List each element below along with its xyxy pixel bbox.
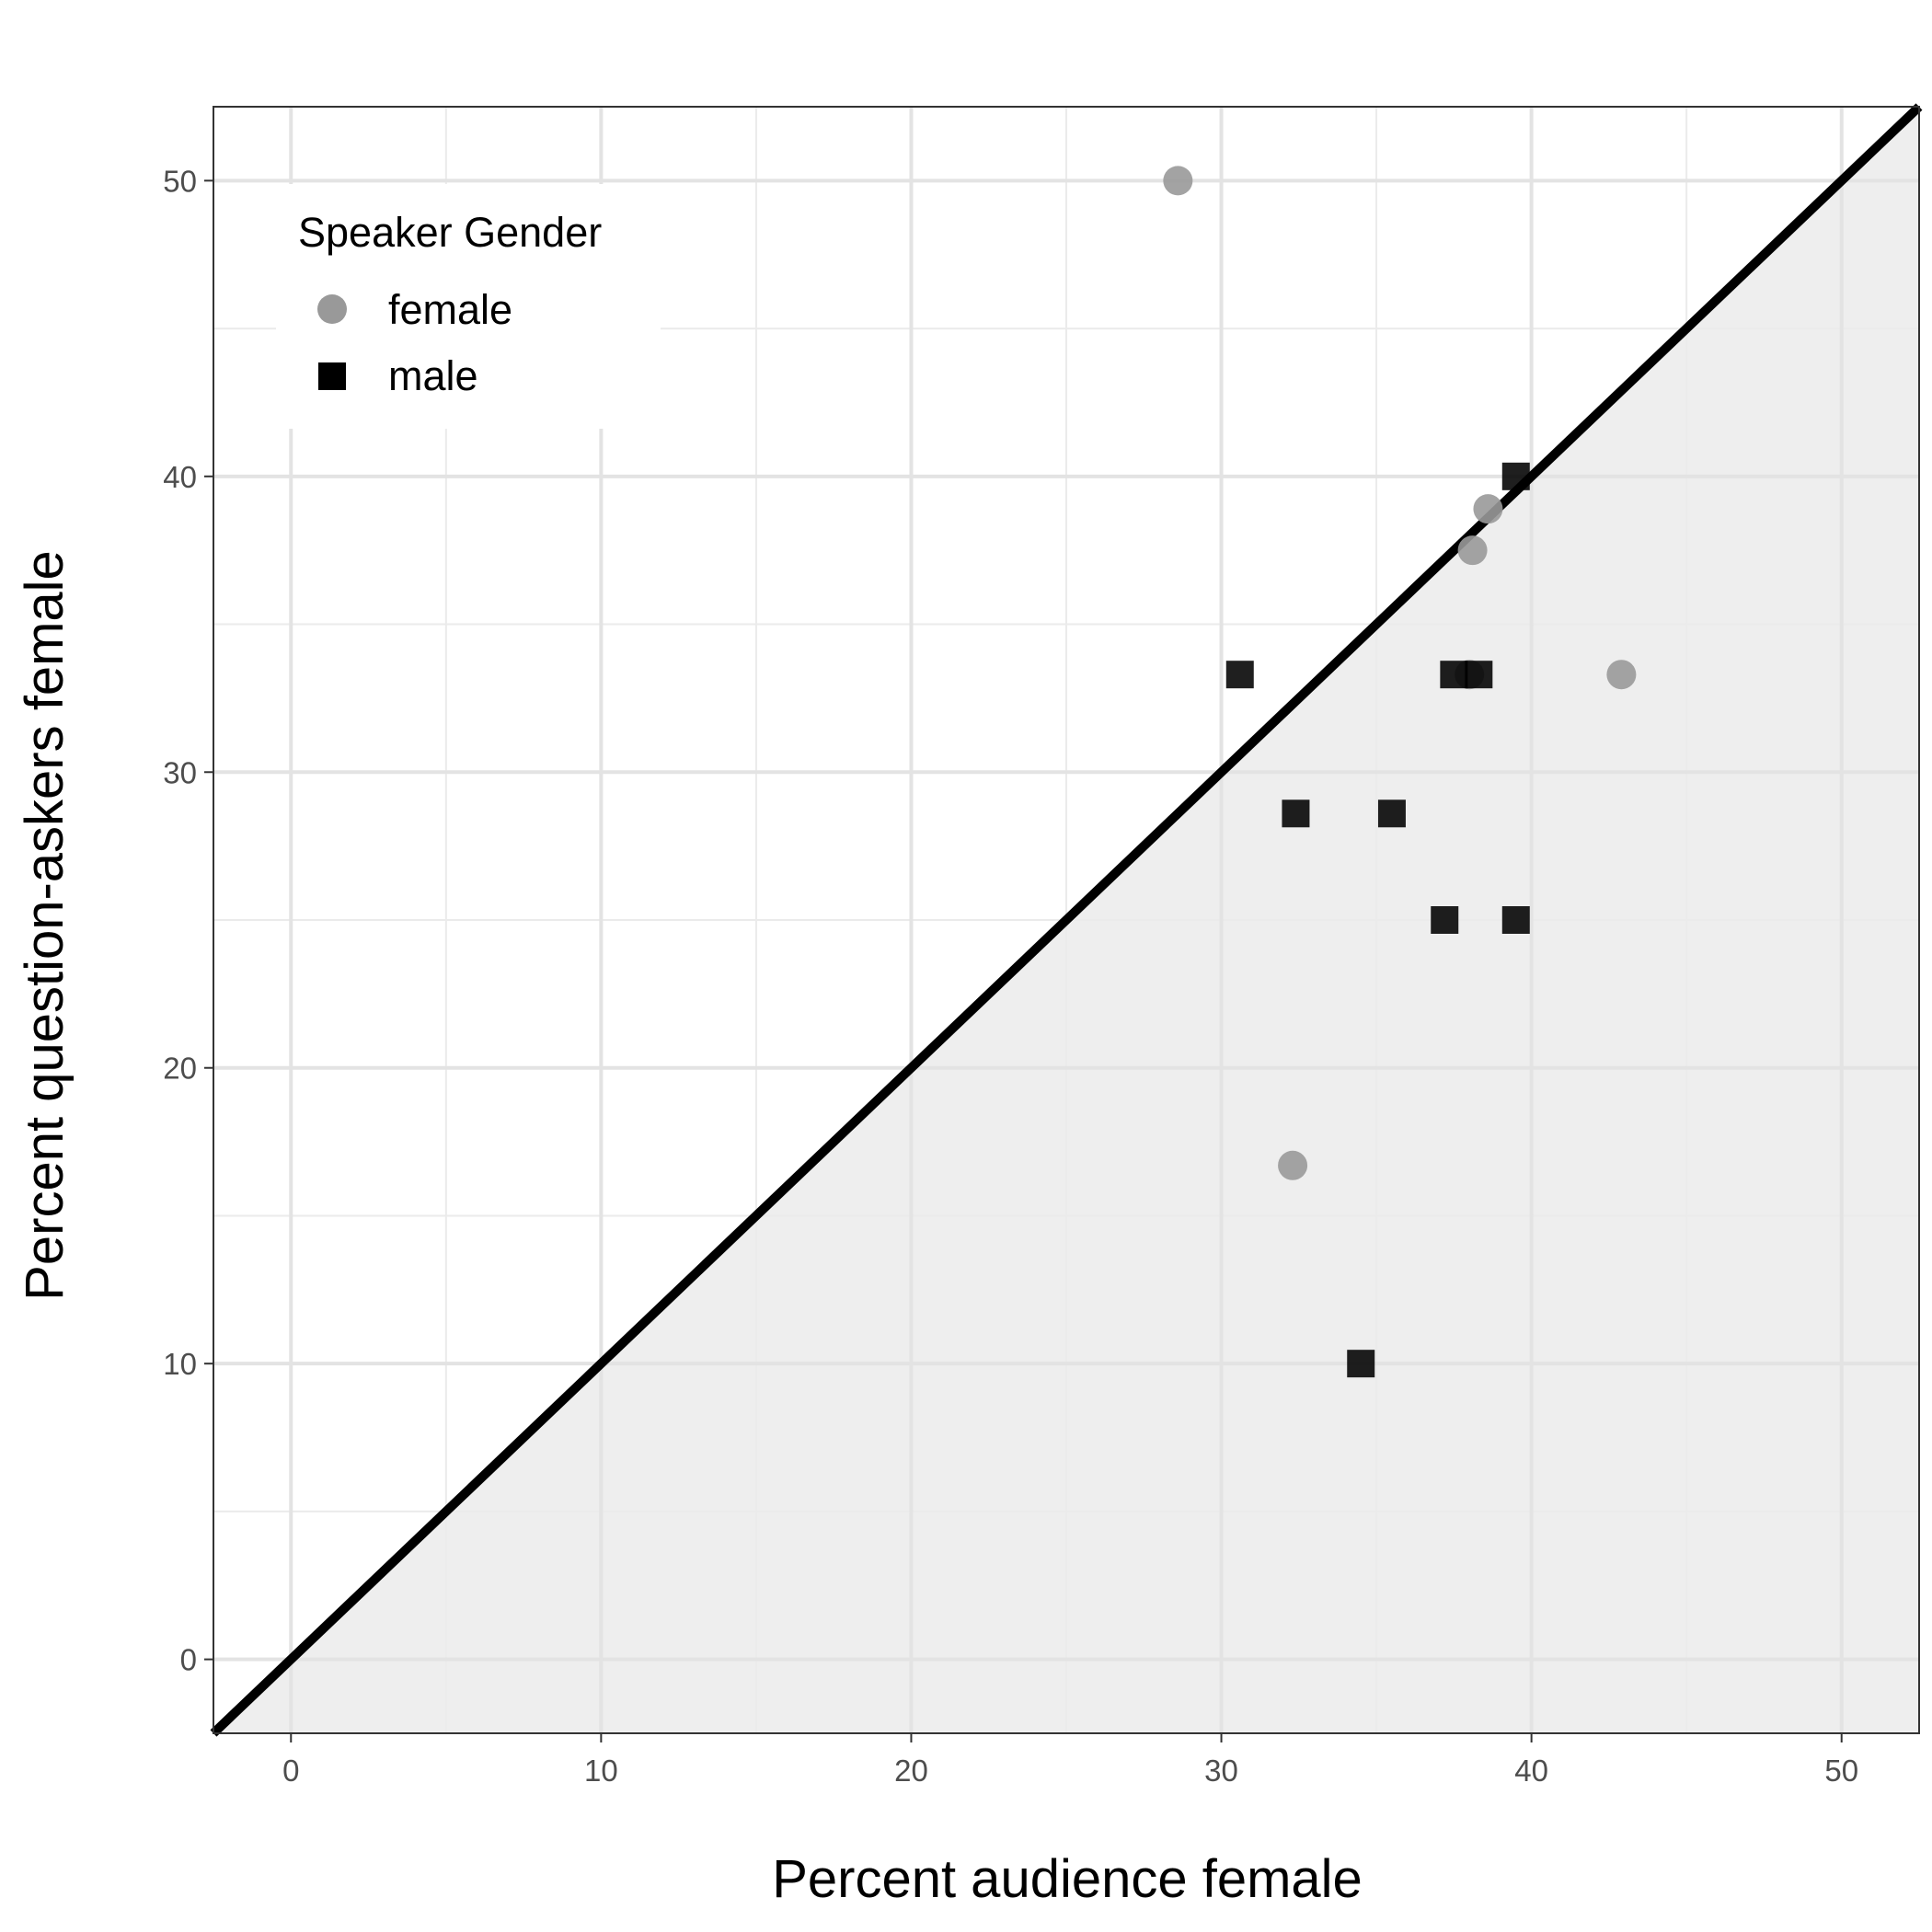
y-axis-title: Percent question-askers female [15, 550, 75, 1301]
x-tick-label: 30 [1204, 1754, 1238, 1788]
data-point-male [1501, 462, 1530, 490]
legend-female-label: female [388, 286, 512, 333]
y-tick-label: 40 [163, 460, 197, 494]
x-tick-label: 50 [1824, 1754, 1858, 1788]
data-point-male [1440, 661, 1468, 689]
legend-male-label: male [388, 352, 478, 399]
x-tick-label: 20 [894, 1754, 928, 1788]
data-point-female [1163, 166, 1193, 196]
y-tick-label: 20 [163, 1052, 197, 1086]
y-tick-label: 10 [163, 1347, 197, 1381]
data-point-male [1431, 906, 1459, 934]
data-point-male [1377, 799, 1406, 828]
data-point-male [1347, 1350, 1375, 1378]
data-point-female [1606, 660, 1637, 690]
panel-border [213, 106, 1920, 1734]
data-point-male [1465, 661, 1493, 689]
axes: 0 10 20 30 40 50 0 10 20 30 40 50 [163, 106, 1920, 1788]
legend-title: Speaker Gender [298, 209, 602, 256]
identity-line [210, 103, 1923, 1737]
y-tick-label: 0 [180, 1643, 197, 1677]
data-point-female [1278, 1150, 1308, 1180]
y-tick-label: 30 [163, 755, 197, 789]
y-tick-label: 50 [163, 164, 197, 198]
data-point-male [1225, 661, 1254, 689]
data-point-male [1501, 906, 1530, 934]
x-tick-label: 0 [282, 1754, 299, 1788]
data-point-female [1473, 494, 1503, 524]
legend-male-marker [318, 362, 346, 390]
legend: Speaker Gender female male [276, 184, 661, 429]
x-axis-title: Percent audience female [772, 1849, 1363, 1909]
legend-female-marker [317, 294, 347, 324]
data-point-male [1282, 799, 1310, 828]
x-tick-label: 10 [584, 1754, 618, 1788]
x-tick-label: 40 [1514, 1754, 1548, 1788]
data-point-female [1457, 535, 1488, 566]
